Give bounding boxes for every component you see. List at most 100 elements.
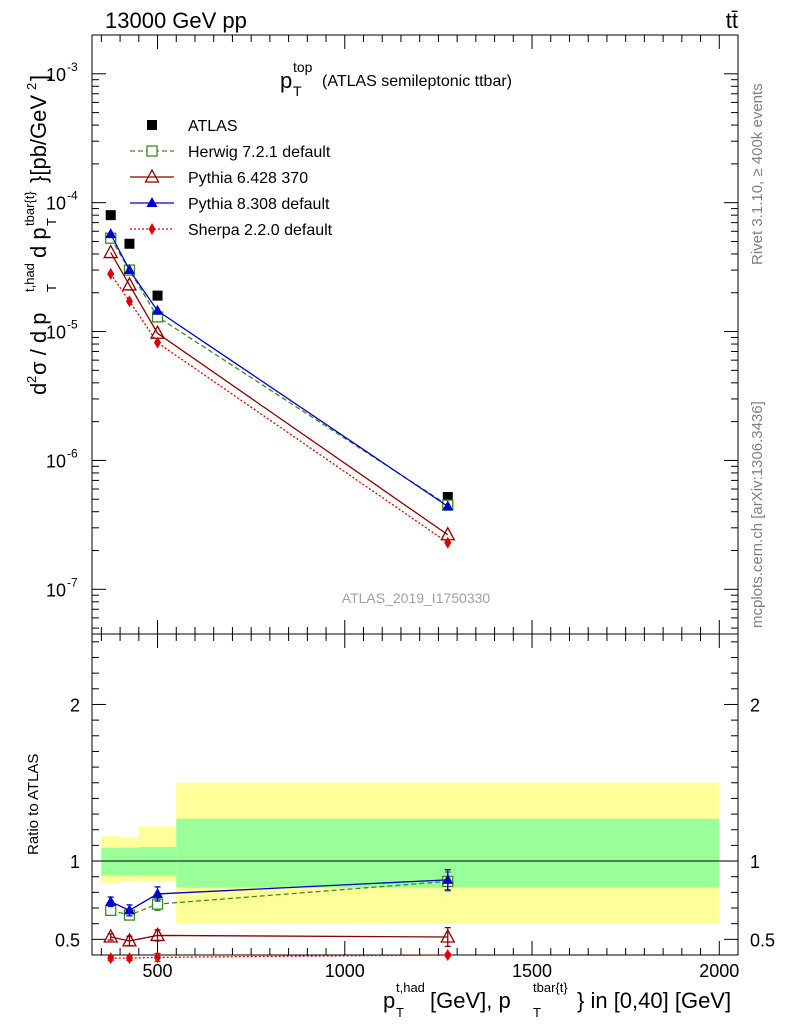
svg-text:d: d xyxy=(26,383,51,395)
svg-text:}[pb/GeV: }[pb/GeV xyxy=(26,95,51,183)
title-main: p xyxy=(280,68,292,93)
legend-marker xyxy=(144,168,160,183)
svg-text:σ / d p: σ / d p xyxy=(26,313,51,376)
band-inner-1 xyxy=(120,847,139,876)
series-line-pythia-6-428-370 xyxy=(110,252,449,536)
ratio-point-pythia-6-428-370 xyxy=(121,932,138,947)
point-pythia-8-308-default xyxy=(152,304,164,315)
point-pythia-6-428-370 xyxy=(103,244,119,259)
main-ytick-label-base: 10 xyxy=(46,580,66,600)
mcplots-label: mcplots.cern.ch [arXiv:1306.3436] xyxy=(749,401,766,628)
main-ylabel: d 2 σ / d p T t,had d p T tbar{t} }[pb/G… xyxy=(22,75,59,395)
ratio-series-pythia-6-428-370 xyxy=(103,926,456,948)
ratio-ytick-label: 0.5 xyxy=(55,930,80,950)
point-sherpa-2-2-0-default xyxy=(444,536,452,549)
ratio-ylabel: Ratio to ATLAS xyxy=(25,754,42,855)
ratio-point-pythia-8-308-default xyxy=(152,887,164,898)
band-inner-0 xyxy=(101,847,121,876)
ratio-xtick-label: 2000 xyxy=(699,961,739,981)
ratio-ytick-label-right: 2 xyxy=(750,695,760,715)
svg-text:t,had: t,had xyxy=(22,263,37,292)
series-line-pythia-8-308-default xyxy=(110,233,449,507)
ratio-point-pythia-8-308-default xyxy=(442,873,454,884)
svg-text:2: 2 xyxy=(24,83,39,90)
svg-text:d p: d p xyxy=(26,227,51,258)
main-data xyxy=(103,210,456,549)
ratio-series-sherpa-2-2-0-default xyxy=(107,949,452,965)
analysis-label: ATLAS_2019_I1750330 xyxy=(342,590,491,606)
svg-text:tbar{t}: tbar{t} xyxy=(533,980,568,995)
ratio-point-sherpa-2-2-0-default xyxy=(125,952,133,965)
legend-marker xyxy=(147,120,157,130)
ratio-point-pythia-8-308-default xyxy=(105,895,117,906)
point-pythia-6-428-370 xyxy=(149,324,166,339)
legend-label: Pythia 6.428 370 xyxy=(188,170,308,187)
legend-label: Pythia 8.308 default xyxy=(188,196,330,213)
plot-title: p T top (ATLAS semileptonic ttbar) xyxy=(280,59,512,99)
svg-text:2: 2 xyxy=(24,376,39,383)
ratio-point-sherpa-2-2-0-default xyxy=(154,951,162,964)
legend-marker xyxy=(148,223,156,235)
ratio-xlabel: p T t,had [GeV], p T tbar{t} } in [0,40]… xyxy=(383,980,731,1020)
main-ytick-label-exp: -5 xyxy=(67,318,78,332)
point-pythia-6-428-370 xyxy=(121,276,138,291)
main-ytick-label: 10 -5 xyxy=(46,318,78,343)
series-line-sherpa-2-2-0-default xyxy=(110,273,449,544)
legend-item-pythia-8-308-default: Pythia 8.308 default xyxy=(130,196,330,213)
ratio-point-pythia-6-428-370 xyxy=(103,928,119,943)
ratio-line-pythia-8-308-default xyxy=(110,879,448,912)
ratio-line-herwig-7-2-1-default xyxy=(110,880,448,916)
series-atlas xyxy=(105,210,453,503)
point-sherpa-2-2-0-default xyxy=(107,267,115,280)
svg-text:T: T xyxy=(44,284,59,292)
legend-label: Herwig 7.2.1 default xyxy=(188,144,331,161)
svg-text:T: T xyxy=(396,1005,404,1020)
point-sherpa-2-2-0-default xyxy=(125,295,133,308)
svg-text:} in [0,40] [GeV]: } in [0,40] [GeV] xyxy=(577,988,731,1013)
main-ytick-label: 10 -4 xyxy=(46,189,78,214)
ratio-point-sherpa-2-2-0-default xyxy=(444,949,452,961)
process-label: tt̄ xyxy=(726,8,738,33)
legend-item-pythia-6-428-370: Pythia 6.428 370 xyxy=(130,168,308,187)
legend-marker xyxy=(146,145,158,157)
svg-text:p: p xyxy=(383,988,395,1013)
ratio-line-sherpa-2-2-0-default xyxy=(110,954,448,959)
svg-text:tbar{t}: tbar{t} xyxy=(22,191,37,226)
ratio-point-pythia-8-308-default xyxy=(123,904,135,915)
energy-label: 13000 GeV pp xyxy=(105,8,247,33)
main-ytick-label: 10 -3 xyxy=(46,60,78,85)
main-ytick-label: 10 -7 xyxy=(46,575,78,600)
main-ytick-label-base: 10 xyxy=(46,194,66,214)
ratio-ytick-label: 2 xyxy=(70,695,80,715)
legend-item-sherpa-2-2-0-default: Sherpa 2.2.0 default xyxy=(130,222,333,239)
point-pythia-8-308-default xyxy=(123,264,135,275)
point-pythia-8-308-default xyxy=(105,228,117,239)
legend-marker xyxy=(146,197,158,207)
series-herwig-7-2-1-default xyxy=(105,232,454,511)
legend-label: Sherpa 2.2.0 default xyxy=(188,222,333,239)
series-pythia-8-308-default xyxy=(105,228,454,511)
main-ytick-label-base: 10 xyxy=(46,451,66,471)
main-ytick-label-exp: -3 xyxy=(67,60,78,74)
ratio-line-pythia-6-428-370 xyxy=(110,934,448,942)
ratio-bands xyxy=(92,782,738,924)
title-subscript: T xyxy=(293,83,302,99)
svg-text:]: ] xyxy=(26,75,51,81)
ratio-panel: 500 1000 1500 2000 0.5 0.5 1 1 2 2 xyxy=(55,633,775,981)
legend-item-atlas: ATLAS xyxy=(147,118,238,135)
legend-label: ATLAS xyxy=(188,118,238,135)
main-ytick-label-base: 10 xyxy=(46,65,66,85)
point-atlas xyxy=(124,238,135,249)
point-atlas xyxy=(152,290,163,301)
ratio-point-sherpa-2-2-0-default xyxy=(107,952,115,965)
ratio-point-pythia-6-428-370 xyxy=(149,927,166,942)
main-ytick-label-base: 10 xyxy=(46,323,66,343)
ratio-xtick-label: 1500 xyxy=(512,961,552,981)
main-ytick-label: 10 -6 xyxy=(46,446,78,471)
svg-text:t,had: t,had xyxy=(396,980,425,995)
ratio-xtick-label: 500 xyxy=(143,961,173,981)
legend: ATLAS Herwig 7.2.1 default Pythia 6.428 37… xyxy=(130,118,333,239)
svg-text:T: T xyxy=(533,1005,541,1020)
point-atlas xyxy=(442,492,453,503)
